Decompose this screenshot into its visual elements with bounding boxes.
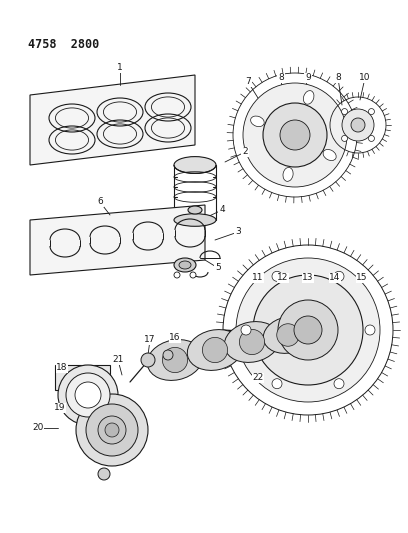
Text: 4758  2800: 4758 2800 <box>28 38 99 51</box>
Circle shape <box>243 83 347 187</box>
Circle shape <box>272 378 282 389</box>
Circle shape <box>277 324 299 346</box>
Circle shape <box>368 135 375 141</box>
Circle shape <box>239 329 265 354</box>
Circle shape <box>278 300 338 360</box>
Circle shape <box>58 365 118 425</box>
Circle shape <box>202 337 228 362</box>
Circle shape <box>351 118 365 132</box>
Circle shape <box>294 316 322 344</box>
Circle shape <box>365 325 375 335</box>
Text: 10: 10 <box>359 74 371 83</box>
Circle shape <box>280 120 310 150</box>
Text: 3: 3 <box>235 228 241 237</box>
Circle shape <box>342 109 374 141</box>
Text: 19: 19 <box>54 403 66 413</box>
Text: 9: 9 <box>305 74 311 83</box>
Circle shape <box>98 416 126 444</box>
Circle shape <box>236 258 380 402</box>
Text: 2: 2 <box>242 148 248 157</box>
Circle shape <box>105 423 119 437</box>
Text: 8: 8 <box>278 74 284 83</box>
Ellipse shape <box>323 149 336 160</box>
Circle shape <box>334 271 344 281</box>
Text: 15: 15 <box>356 273 368 282</box>
Circle shape <box>341 109 348 115</box>
Text: 16: 16 <box>169 334 181 343</box>
Text: 14: 14 <box>329 273 341 282</box>
Text: 1: 1 <box>117 63 123 72</box>
Circle shape <box>253 275 363 385</box>
Circle shape <box>174 272 180 278</box>
Text: 12: 12 <box>277 273 289 282</box>
Polygon shape <box>30 205 205 275</box>
Ellipse shape <box>174 258 196 272</box>
Text: 4: 4 <box>219 206 225 214</box>
Text: 18: 18 <box>56 364 68 373</box>
Circle shape <box>162 348 188 373</box>
Ellipse shape <box>174 157 216 173</box>
Ellipse shape <box>174 214 216 227</box>
Circle shape <box>272 271 282 281</box>
Circle shape <box>76 394 148 466</box>
Circle shape <box>241 325 251 335</box>
Circle shape <box>341 135 348 141</box>
Ellipse shape <box>188 206 202 214</box>
Circle shape <box>98 468 110 480</box>
Ellipse shape <box>187 329 243 370</box>
Ellipse shape <box>304 91 314 104</box>
Circle shape <box>190 272 196 278</box>
Circle shape <box>163 350 173 360</box>
Text: 11: 11 <box>252 273 264 282</box>
Text: 17: 17 <box>144 335 156 344</box>
Ellipse shape <box>283 167 293 181</box>
Circle shape <box>86 404 138 456</box>
Ellipse shape <box>179 261 191 269</box>
Polygon shape <box>30 75 195 165</box>
Text: 13: 13 <box>302 273 314 282</box>
Circle shape <box>263 103 327 167</box>
FancyBboxPatch shape <box>55 365 110 390</box>
Text: 8: 8 <box>335 74 341 83</box>
Ellipse shape <box>251 116 264 127</box>
Circle shape <box>334 378 344 389</box>
Circle shape <box>75 382 101 408</box>
Ellipse shape <box>224 321 280 362</box>
Text: 5: 5 <box>215 263 221 272</box>
Text: 21: 21 <box>112 356 124 365</box>
Ellipse shape <box>263 317 313 353</box>
Text: 20: 20 <box>32 424 44 432</box>
Circle shape <box>141 353 155 367</box>
Circle shape <box>368 109 375 115</box>
Text: 7: 7 <box>245 77 251 86</box>
Circle shape <box>66 373 110 417</box>
Ellipse shape <box>147 340 203 381</box>
Text: 22: 22 <box>253 374 264 383</box>
Text: 6: 6 <box>97 198 103 206</box>
